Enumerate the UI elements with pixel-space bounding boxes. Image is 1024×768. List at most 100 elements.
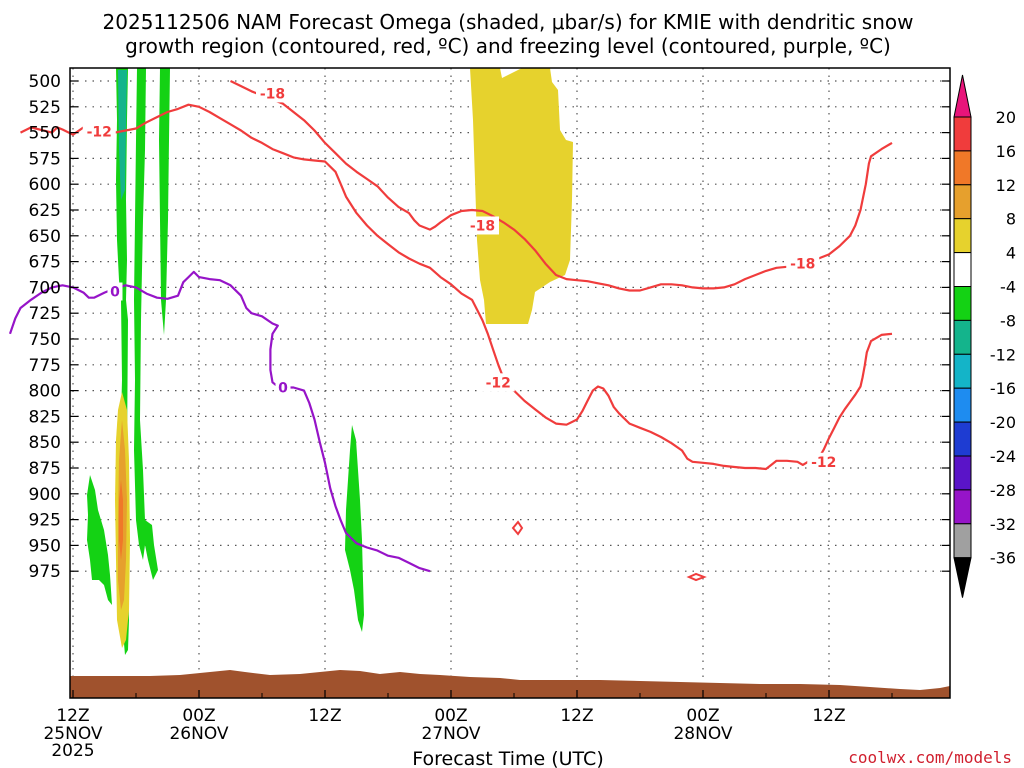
y-axis: 500 525 550 575 600 625 650 675 700 725 750 775 800 8… (29, 72, 950, 582)
y-tick-label: 550 (29, 124, 61, 144)
y-tick-label: 900 (29, 485, 61, 505)
x-tick-label-year: 2025 (51, 741, 94, 761)
isotherm-small-loop-28nov (686, 572, 707, 582)
contour-label-bg (82, 122, 116, 141)
y-tick-label: 675 (29, 253, 61, 273)
colorbar-segment (953, 116, 972, 152)
colorbar-segment (953, 353, 972, 389)
colorbar-label: 8 (1006, 210, 1016, 229)
omega-upward-low-left (87, 475, 112, 605)
contour-label-bg (786, 254, 820, 273)
colorbar-label: -28 (990, 481, 1016, 500)
credit-text: coolwx.com/models (848, 748, 1012, 767)
x-tick-label-time: 00Z (686, 706, 719, 726)
x-tick-label-time: 00Z (182, 706, 215, 726)
x-tick-label-date: 26NOV (169, 724, 228, 744)
contour-label: 0 (278, 381, 288, 397)
colorbar-label: -36 (990, 549, 1016, 568)
contour-label-bg (807, 452, 841, 471)
y-tick-label: 575 (29, 149, 61, 169)
contour-label-bg (107, 282, 123, 301)
x-axis-title: Forecast Time (UTC) (412, 748, 603, 768)
gridlines (70, 68, 950, 698)
contour-label: -18 (790, 257, 815, 273)
colorbar-segment (953, 319, 972, 355)
y-tick-label: 850 (29, 433, 61, 453)
x-tick-label-date: 27NOV (421, 724, 480, 744)
y-tick-label: 975 (29, 562, 61, 582)
colorbar-label: -32 (990, 515, 1016, 534)
colorbar-label: 12 (996, 176, 1016, 195)
plot-frame (69, 67, 951, 699)
y-tick-label: 650 (29, 227, 61, 247)
colorbar-label: -20 (990, 413, 1016, 432)
y-tick-label: 800 (29, 382, 61, 402)
omega-upward-core-teal (118, 70, 127, 200)
colorbar-segment (953, 252, 972, 288)
isotherm-small-loop-27nov (511, 520, 524, 536)
x-tick-label-time: 12Z (308, 706, 341, 726)
contour-label-bg (256, 84, 289, 103)
colorbar: 20 16 12 8 4 -4 -8 -12 -16 -20 -24 -28 -32 -36 (953, 74, 1016, 598)
y-tick-label: 750 (29, 330, 61, 350)
y-tick-label: 625 (29, 201, 61, 221)
omega-upward-core-right (159, 68, 170, 335)
colorbar-label: -12 (990, 345, 1016, 364)
contour-labels: -18 -12 -18 -18 -12 -12 0 0 (82, 84, 841, 471)
colorbar-segment (953, 455, 972, 491)
contour-label: -12 (811, 455, 836, 471)
contour-label-bg (466, 216, 499, 235)
y-tick-label: 700 (29, 278, 61, 298)
colorbar-label: -24 (990, 447, 1016, 466)
y-tick-label: 925 (29, 511, 61, 531)
contour-label: -12 (87, 125, 112, 141)
contour-label: 0 (110, 285, 120, 301)
colorbar-segment (953, 150, 972, 186)
y-tick-label: 600 (29, 175, 61, 195)
x-tick-label-date: 25NOV (43, 724, 102, 744)
colorbar-label: 16 (996, 142, 1016, 161)
colorbar-segment (953, 523, 972, 559)
y-tick-label: 825 (29, 407, 61, 427)
contour-label: -18 (260, 86, 285, 102)
y-tick-label: 875 (29, 459, 61, 479)
contour-label: -18 (470, 218, 495, 234)
colorbar-label: -4 (1000, 278, 1016, 297)
y-tick-label: 775 (29, 356, 61, 376)
omega-upward-core-mid (134, 68, 158, 580)
colorbar-label: -16 (990, 379, 1016, 398)
colorbar-segment (953, 184, 972, 220)
omega-shading (87, 68, 573, 655)
contour-label-bg (275, 378, 291, 397)
omega-downward-yellow-upper (470, 68, 573, 324)
colorbar-segment (953, 286, 972, 321)
contour-label: -12 (486, 375, 511, 391)
y-tick-label: 500 (29, 72, 61, 92)
colorbar-segment (953, 387, 972, 423)
omega-downward-red-core (119, 480, 123, 560)
colorbar-arrow-bottom (953, 557, 972, 598)
colorbar-label: -8 (1000, 311, 1016, 330)
y-tick-label: 725 (29, 304, 61, 324)
x-tick-label-time: 12Z (560, 706, 593, 726)
contour-label-bg (481, 373, 515, 392)
colorbar-label: 4 (1006, 244, 1016, 263)
chart-title-line-1: 2025112506 NAM Forecast Omega (shaded, μ… (103, 10, 914, 34)
chart-title-line-2: growth region (contoured, red, ºC) and f… (125, 34, 891, 58)
omega-upward-mid-column (345, 425, 364, 632)
x-tick-label-time: 12Z (812, 706, 845, 726)
colorbar-label: 20 (996, 108, 1016, 127)
y-tick-label: 950 (29, 536, 61, 556)
terrain-surface (70, 670, 950, 698)
x-tick-label-time: 12Z (56, 706, 89, 726)
x-tick-label-time: 00Z (434, 706, 467, 726)
freezing-level-line-2 (8, 270, 431, 573)
colorbar-arrow-top (953, 74, 972, 118)
x-tick-label-date: 28NOV (673, 724, 732, 744)
y-tick-label: 525 (29, 98, 61, 118)
colorbar-segment (953, 489, 972, 525)
colorbar-segment (953, 421, 972, 457)
colorbar-segment (953, 218, 972, 254)
